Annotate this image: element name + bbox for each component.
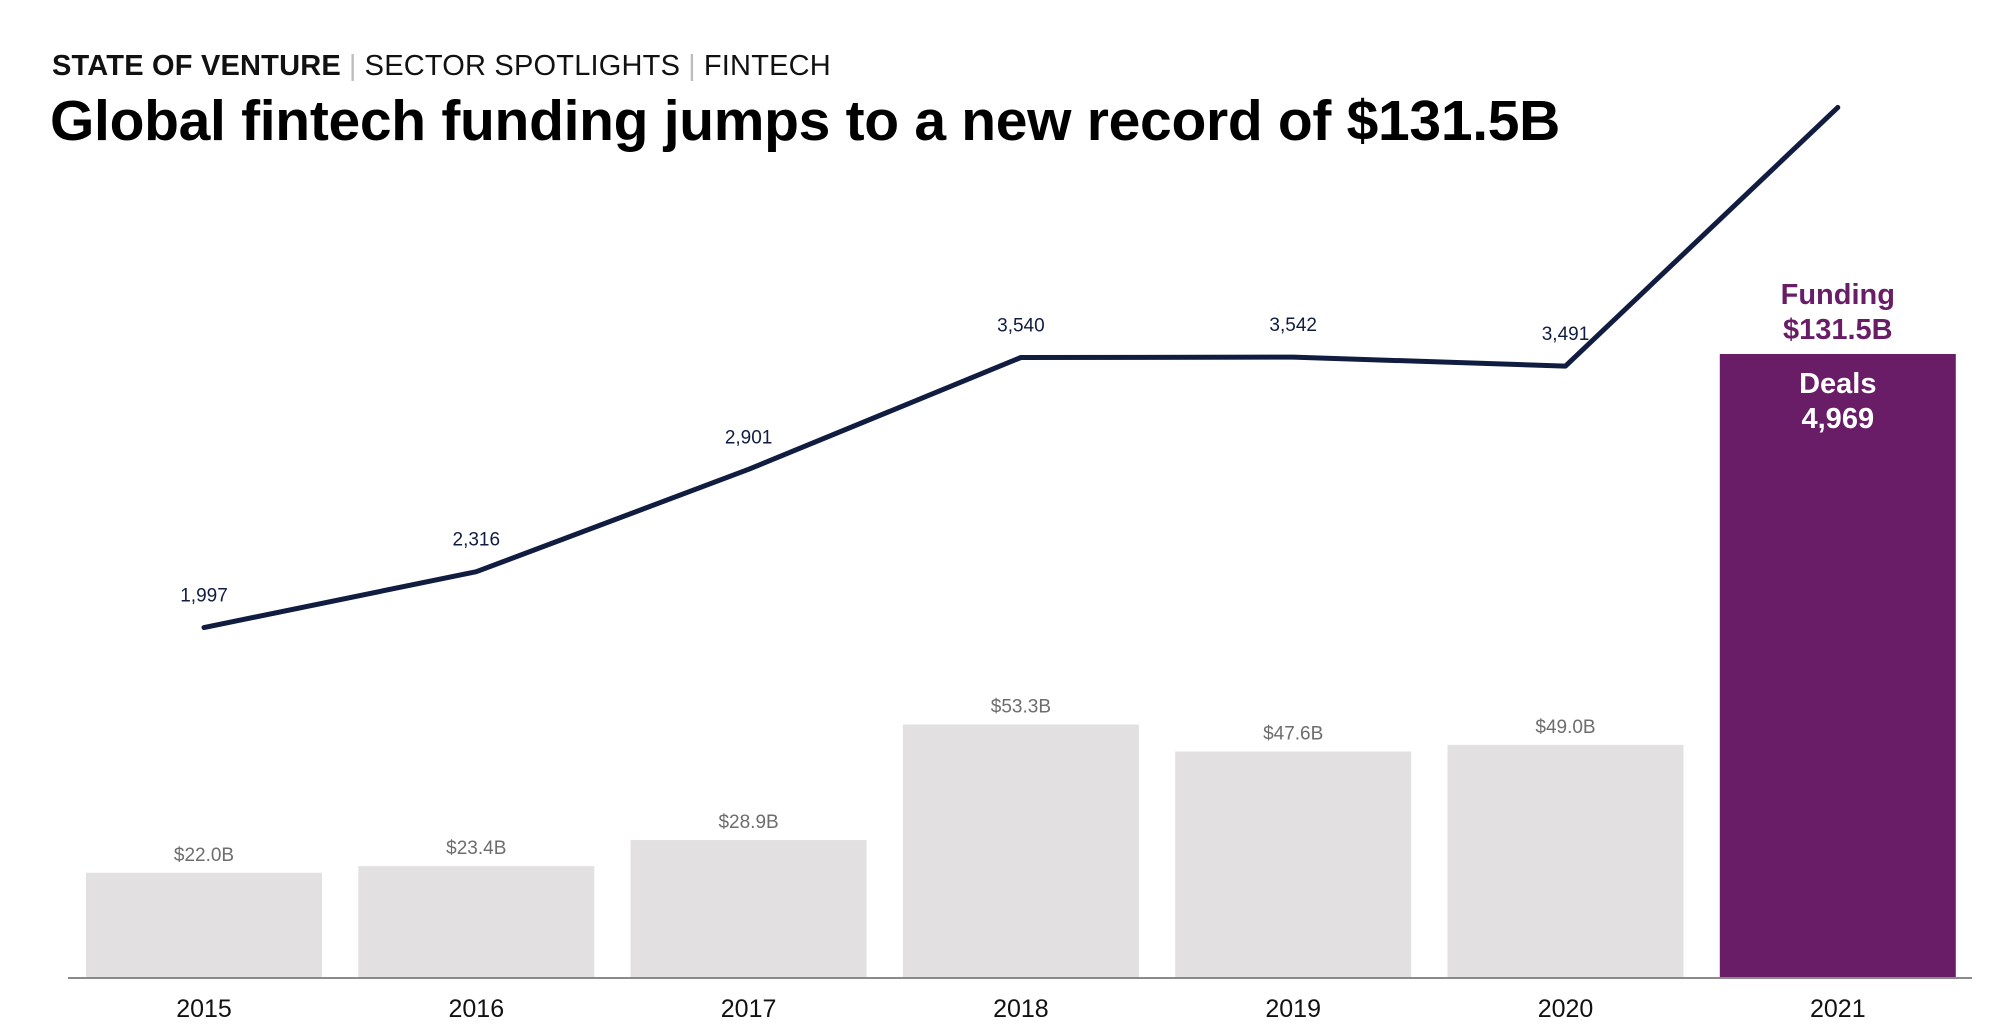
funding-bar-2018: [902, 724, 1139, 977]
deals-label-2019: 3,542: [1269, 315, 1317, 336]
deals-label-2015: 1,997: [180, 586, 228, 607]
deals-label-2020: 3,491: [1542, 324, 1590, 345]
breadcrumb-item-sector-spotlights: SECTOR SPOTLIGHTS: [364, 50, 681, 82]
x-tick-label-2015: 2015: [176, 995, 232, 1023]
x-tick-label-2018: 2018: [993, 995, 1049, 1023]
breadcrumb-item-state-of-venture: STATE OF VENTURE: [52, 50, 341, 82]
breadcrumb-item-fintech: FINTECH: [703, 50, 831, 82]
funding-label-2017: $28.9B: [718, 812, 778, 833]
funding-label-2020: $49.0B: [1535, 717, 1595, 738]
funding-bar-2016: [358, 866, 595, 977]
page-title: Global fintech funding jumps to a new re…: [50, 89, 1561, 153]
funding-series-label: Funding: [1781, 279, 1895, 311]
deals-line: [201, 104, 1841, 631]
funding-label-2019: $47.6B: [1263, 723, 1323, 744]
breadcrumb-separator: |: [688, 50, 696, 82]
breadcrumb: STATE OF VENTURE | SECTOR SPOTLIGHTS | FINTE…: [52, 50, 831, 83]
funding-bar-2017: [630, 840, 867, 977]
labels-layer: $22.0B $23.4B $28.9B $53.3B $47.6B $49.0B 1,99…: [174, 279, 1895, 866]
deals-label-2017: 2,901: [725, 427, 773, 448]
x-tick-label-2019: 2019: [1265, 995, 1321, 1023]
deals-series-label: Deals: [1799, 368, 1876, 400]
funding-label-2015: $22.0B: [174, 845, 234, 866]
funding-bar-2020: [1447, 744, 1684, 977]
x-tick-label-2017: 2017: [721, 995, 777, 1023]
x-axis: 2015 2016 2017 2018 2019 2020 2021: [68, 977, 1972, 1023]
deals-label-2018: 3,540: [997, 316, 1045, 337]
deals-label-2016: 2,316: [453, 530, 501, 551]
x-tick-label-2021: 2021: [1810, 995, 1866, 1023]
funding-label-2016: $23.4B: [446, 838, 506, 859]
funding-bar-2021: [1719, 354, 1956, 977]
funding-label-2021: $131.5B: [1783, 314, 1893, 346]
breadcrumb-separator: |: [348, 50, 357, 82]
funding-bar-2019: [1175, 751, 1412, 977]
funding-label-2018: $53.3B: [991, 696, 1051, 717]
deals-label-2021: 4,969: [1802, 403, 1875, 435]
funding-bar-2015: [86, 872, 322, 977]
deals-line-layer: [201, 104, 1841, 631]
x-tick-label-2020: 2020: [1538, 995, 1594, 1023]
bars-layer: [86, 354, 1956, 977]
x-tick-label-2016: 2016: [448, 995, 504, 1023]
